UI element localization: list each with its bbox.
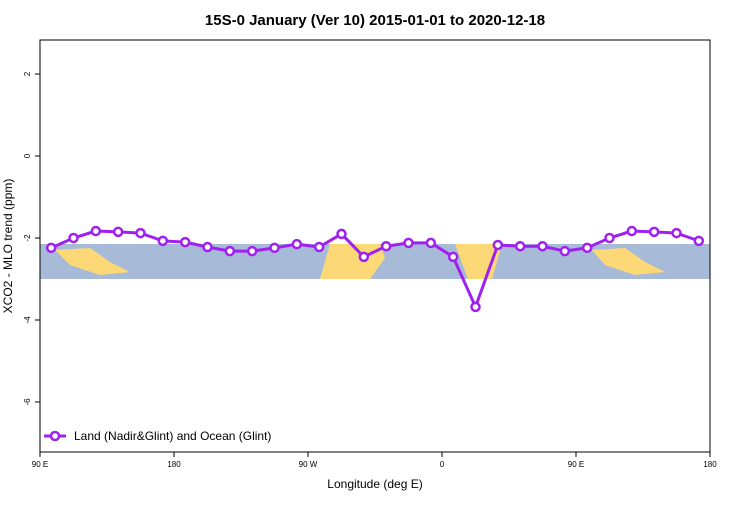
x-tick-label: 90 W bbox=[299, 460, 318, 469]
x-axis-label: Longitude (deg E) bbox=[327, 477, 422, 491]
point bbox=[202, 241, 213, 253]
point bbox=[559, 245, 571, 257]
x-tick-label: 180 bbox=[167, 460, 181, 469]
point bbox=[269, 242, 280, 254]
point bbox=[90, 225, 102, 237]
point bbox=[403, 237, 414, 249]
point bbox=[224, 245, 236, 257]
point bbox=[157, 235, 169, 247]
point bbox=[246, 245, 258, 257]
point bbox=[179, 236, 191, 248]
legend-marker bbox=[49, 430, 61, 442]
point bbox=[447, 251, 459, 263]
point bbox=[112, 226, 124, 238]
point bbox=[313, 241, 325, 253]
point bbox=[45, 242, 57, 254]
y-tick-label: -2 bbox=[23, 234, 32, 242]
point bbox=[626, 225, 638, 237]
plot-frame bbox=[39, 39, 711, 453]
chart-title: 15S-0 January (Ver 10) 2015-01-01 to 202… bbox=[205, 12, 545, 29]
point bbox=[581, 242, 593, 254]
y-tick-label: 0 bbox=[23, 153, 32, 158]
x-tick-label: 180 bbox=[703, 460, 717, 469]
point bbox=[425, 237, 437, 249]
x-tick-label: 0 bbox=[440, 460, 445, 469]
point bbox=[604, 232, 615, 244]
point bbox=[671, 227, 682, 239]
x-tick-label: 90 E bbox=[32, 460, 48, 469]
point bbox=[135, 227, 146, 239]
point bbox=[380, 240, 392, 252]
point bbox=[470, 301, 481, 313]
point bbox=[537, 240, 548, 252]
point bbox=[693, 235, 705, 247]
land bbox=[320, 244, 385, 279]
land bbox=[592, 248, 665, 275]
y-tick-label: 2 bbox=[23, 71, 32, 76]
map-band bbox=[40, 244, 710, 279]
legend-label: Land (Nadir&Glint) and Ocean (Glint) bbox=[74, 429, 271, 443]
x-tick-label: 90 E bbox=[568, 460, 584, 469]
land bbox=[55, 248, 130, 275]
y-tick-label: -6 bbox=[23, 398, 32, 406]
y-axis-label: XCO2 - MLO trend (ppm) bbox=[1, 179, 15, 314]
point bbox=[492, 239, 504, 251]
point bbox=[514, 240, 526, 252]
point bbox=[358, 251, 370, 263]
point bbox=[291, 238, 303, 250]
y-tick-label: -4 bbox=[23, 316, 32, 324]
point bbox=[648, 226, 660, 238]
point bbox=[336, 228, 347, 240]
point bbox=[68, 232, 79, 244]
